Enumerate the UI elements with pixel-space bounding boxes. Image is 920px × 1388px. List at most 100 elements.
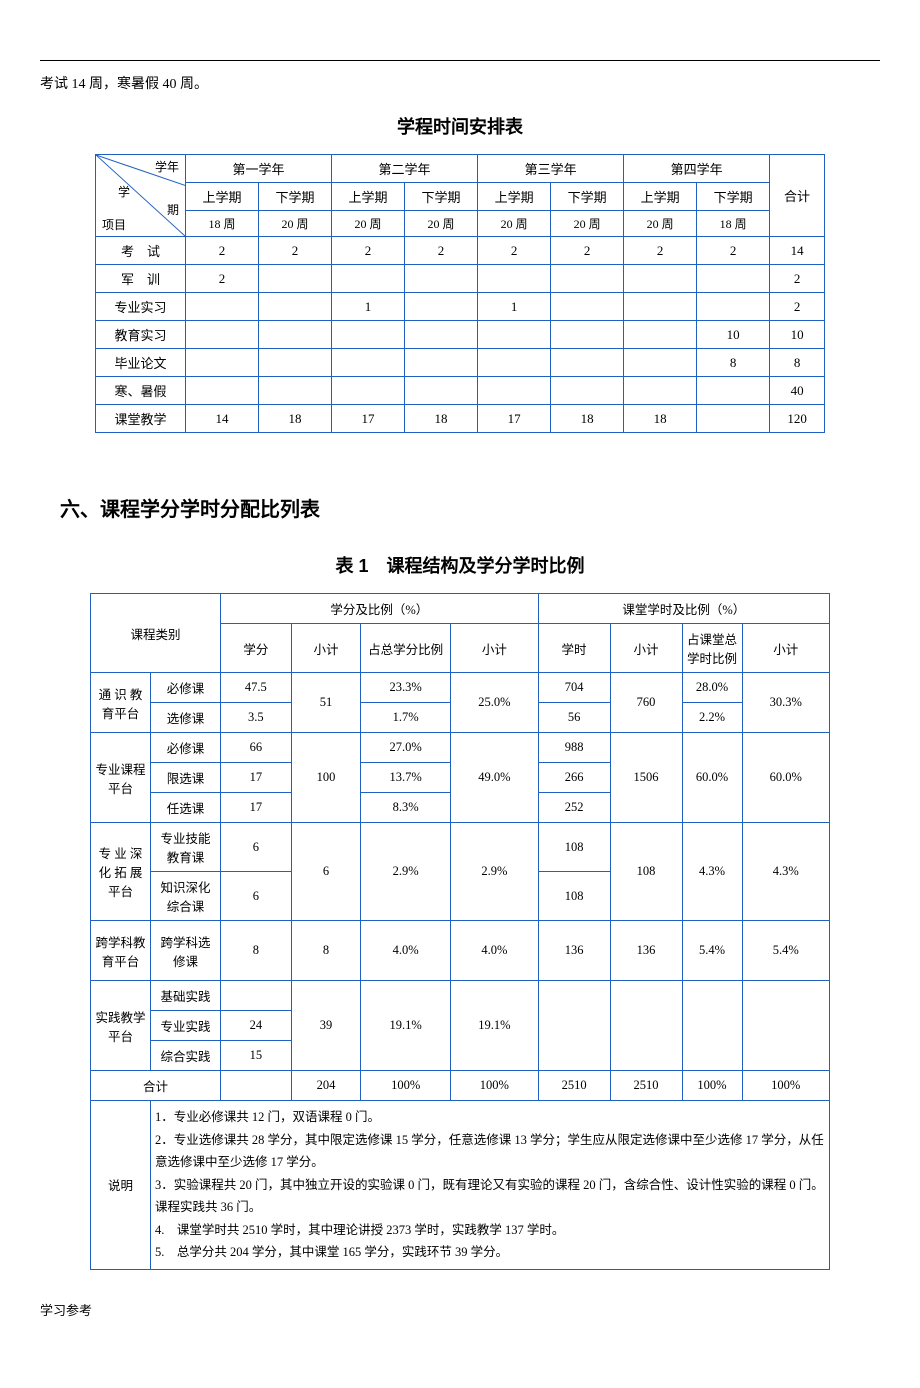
table-row: 毕业论文88 xyxy=(96,349,825,377)
col-sub4: 小计 xyxy=(742,624,829,673)
sub-name: 必修课 xyxy=(151,733,221,763)
cell: 2.2% xyxy=(682,703,742,733)
row-label: 寒、暑假 xyxy=(96,377,186,405)
cell xyxy=(186,293,259,321)
notes-label: 说明 xyxy=(91,1101,151,1270)
cell: 2 xyxy=(624,237,697,265)
note-line: 2．专业选修课共 28 学分，其中限定选修课 15 学分，任意选修课 13 学分… xyxy=(155,1129,825,1174)
cell xyxy=(697,265,770,293)
cell xyxy=(405,265,478,293)
note-line: 1．专业必修课共 12 门，双语课程 0 门。 xyxy=(155,1106,825,1129)
cell xyxy=(697,405,770,433)
cell xyxy=(259,265,332,293)
cell xyxy=(259,377,332,405)
cell: 5.4% xyxy=(742,921,829,981)
cell: 2 xyxy=(405,237,478,265)
cell: 2 xyxy=(259,237,332,265)
total-header: 合计 xyxy=(770,155,825,237)
row-total: 120 xyxy=(770,405,825,433)
cell xyxy=(332,265,405,293)
cell: 47.5 xyxy=(221,673,292,703)
cell: 1 xyxy=(332,293,405,321)
cell: 17 xyxy=(221,763,292,793)
cell: 23.3% xyxy=(361,673,451,703)
table-row: 专业实习112 xyxy=(96,293,825,321)
cell xyxy=(259,349,332,377)
cell xyxy=(478,321,551,349)
sub-name: 基础实践 xyxy=(151,981,221,1011)
year-header: 第四学年 xyxy=(624,155,770,183)
cell: 1.7% xyxy=(361,703,451,733)
cell: 266 xyxy=(538,763,610,793)
footer-text: 学习参考 xyxy=(40,1300,880,1319)
schedule-title: 学程时间安排表 xyxy=(40,113,880,139)
cell xyxy=(405,321,478,349)
cell xyxy=(405,293,478,321)
cell: 18 xyxy=(551,405,624,433)
row-label: 考 试 xyxy=(96,237,186,265)
group-name: 专 业 深化 拓 展平台 xyxy=(91,823,151,921)
cell xyxy=(551,377,624,405)
cell: 17 xyxy=(221,793,292,823)
cell: 60.0% xyxy=(682,733,742,823)
row-label: 专业实习 xyxy=(96,293,186,321)
cell: 18 xyxy=(624,405,697,433)
row-label: 课堂教学 xyxy=(96,405,186,433)
row-total: 2 xyxy=(770,265,825,293)
cell: 28.0% xyxy=(682,673,742,703)
col-sub2: 小计 xyxy=(451,624,538,673)
cat-header: 课程类别 xyxy=(91,594,221,673)
cell: 2 xyxy=(478,237,551,265)
table-row: 教育实习1010 xyxy=(96,321,825,349)
sem-header-row: 上学期 下学期 上学期 下学期 上学期 下学期 上学期 下学期 xyxy=(96,183,825,211)
sub-name: 专业技能教育课 xyxy=(151,823,221,872)
cell xyxy=(259,321,332,349)
cell: 2 xyxy=(186,265,259,293)
cell xyxy=(221,981,292,1011)
cell: 108 xyxy=(610,823,682,921)
cell: 27.0% xyxy=(361,733,451,763)
cell xyxy=(624,265,697,293)
schedule-table: 学年 学 期 项目 第一学年 第二学年 第三学年 第四学年 合计 上学期 下学期… xyxy=(95,154,825,433)
cell xyxy=(221,1071,292,1101)
cell xyxy=(551,293,624,321)
diag-label-sem2: 期 xyxy=(167,201,179,218)
cell: 49.0% xyxy=(451,733,538,823)
note-line: 3．实验课程共 20 门，其中独立开设的实验课 0 门，既有理论又有实验的课程 … xyxy=(155,1174,825,1219)
cell: 8 xyxy=(697,349,770,377)
cell: 51 xyxy=(291,673,360,733)
col-credit: 学分 xyxy=(221,624,292,673)
cell: 6 xyxy=(221,823,292,872)
table-row: 课堂教学14181718171818120 xyxy=(96,405,825,433)
cell xyxy=(551,321,624,349)
cell: 8 xyxy=(221,921,292,981)
year-header: 第三学年 xyxy=(478,155,624,183)
sub-name: 知识深化综合课 xyxy=(151,872,221,921)
row-total: 8 xyxy=(770,349,825,377)
cell: 704 xyxy=(538,673,610,703)
row-label: 军 训 xyxy=(96,265,186,293)
year-header: 第二学年 xyxy=(332,155,478,183)
cell: 56 xyxy=(538,703,610,733)
group-name: 实践教学平台 xyxy=(91,981,151,1071)
section-heading: 六、课程学分学时分配比列表 xyxy=(60,493,880,522)
cell: 6 xyxy=(291,823,360,921)
cell xyxy=(551,349,624,377)
cell: 2 xyxy=(697,237,770,265)
sub-name: 综合实践 xyxy=(151,1041,221,1071)
cell xyxy=(332,377,405,405)
sub-name: 跨学科选修课 xyxy=(151,921,221,981)
cell: 108 xyxy=(538,823,610,872)
diag-label-sem1: 学 xyxy=(118,183,130,200)
cell: 100% xyxy=(682,1071,742,1101)
cell xyxy=(624,293,697,321)
group-name: 专业课程平台 xyxy=(91,733,151,823)
cell xyxy=(610,981,682,1071)
cell: 17 xyxy=(478,405,551,433)
credit-group-header: 学分及比例（%） xyxy=(221,594,539,624)
cell: 988 xyxy=(538,733,610,763)
year-header: 第一学年 xyxy=(186,155,332,183)
total-label: 合计 xyxy=(91,1071,221,1101)
note-line: 4. 课堂学时共 2510 学时，其中理论讲授 2373 学时，实践教学 137… xyxy=(155,1219,825,1242)
cell: 4.0% xyxy=(361,921,451,981)
